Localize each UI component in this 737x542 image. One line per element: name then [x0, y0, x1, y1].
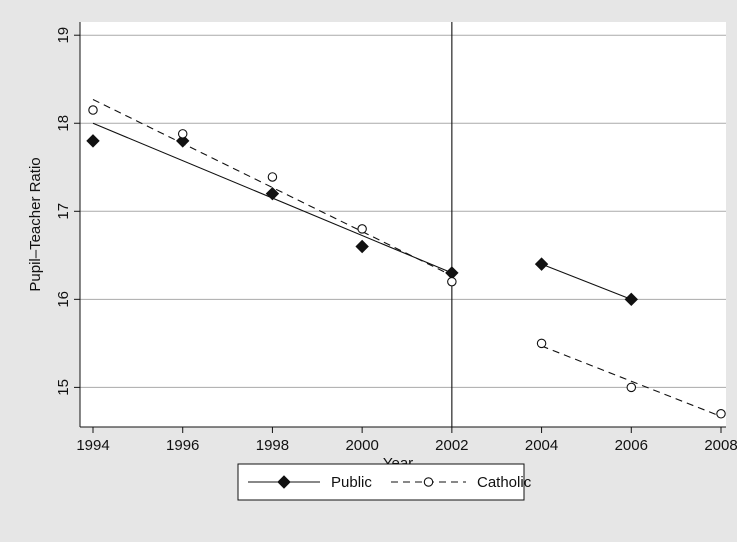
- fit-line-catholic-1: [541, 345, 722, 417]
- point-public-2004: [534, 257, 549, 271]
- axes: 15 16 17 18 19 1994 1996 1998 2000 2002 2004 2006 20…: [55, 22, 737, 454]
- point-public-2006: [624, 292, 638, 307]
- x-tick-label-2002: 2002: [435, 437, 468, 454]
- grid-lines: [80, 34, 726, 388]
- y-tick-label-19: 19: [55, 27, 72, 44]
- legend-marker-catholic: [423, 477, 434, 487]
- y-tick-label-15: 15: [55, 379, 72, 396]
- point-public-2000: [355, 239, 369, 254]
- point-catholic-1998: [267, 172, 278, 182]
- point-catholic-1994: [88, 105, 98, 115]
- legend-label-catholic: Catholic: [477, 474, 532, 491]
- data-points: [86, 105, 726, 419]
- legend-symbol-public: [277, 475, 291, 489]
- legend: Public Catholic: [237, 463, 532, 501]
- point-catholic-1996: [177, 129, 188, 139]
- fit-line-catholic-0: [92, 98, 453, 277]
- legend-label-public: Public: [331, 474, 372, 491]
- y-tick-label-17: 17: [55, 203, 72, 220]
- legend-marker-public: [277, 475, 291, 489]
- point-catholic-2000: [357, 224, 367, 234]
- point-catholic-2004: [536, 338, 547, 349]
- x-tick-label-1998: 1998: [256, 437, 289, 454]
- point-public-1994: [86, 134, 100, 148]
- x-tick-label-1996: 1996: [166, 437, 199, 454]
- x-tick-label-1994: 1994: [76, 437, 109, 454]
- point-catholic-2002: [447, 276, 457, 287]
- y-tick-label-18: 18: [55, 115, 72, 132]
- plot-area: [80, 22, 726, 427]
- x-tick-label-2006: 2006: [615, 437, 648, 454]
- y-axis-title: Pupil–Teacher Ratio: [27, 157, 44, 291]
- x-tick-label-2008: 2008: [704, 437, 737, 454]
- fit-line-public-1: [541, 263, 632, 300]
- point-public-1998: [265, 186, 280, 201]
- point-public-1996: [176, 134, 190, 148]
- y-tick-label-16: 16: [55, 291, 72, 308]
- point-catholic-2008: [716, 409, 726, 419]
- point-catholic-2006: [626, 382, 637, 393]
- legend-symbol-catholic: [423, 477, 434, 487]
- x-tick-label-2000: 2000: [345, 437, 378, 454]
- x-tick-label-2004: 2004: [525, 437, 558, 454]
